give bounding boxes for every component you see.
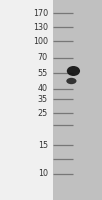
Text: 100: 100 [33,36,48,46]
Ellipse shape [66,78,76,84]
Ellipse shape [67,66,80,76]
Text: 40: 40 [38,84,48,93]
FancyBboxPatch shape [53,0,102,200]
Text: 130: 130 [33,22,48,31]
Text: 10: 10 [38,170,48,178]
Text: 25: 25 [38,108,48,117]
Text: 15: 15 [38,140,48,149]
FancyBboxPatch shape [0,0,53,200]
Text: 55: 55 [38,68,48,77]
Text: 170: 170 [33,8,48,18]
Text: 70: 70 [38,53,48,62]
Text: 35: 35 [38,95,48,104]
